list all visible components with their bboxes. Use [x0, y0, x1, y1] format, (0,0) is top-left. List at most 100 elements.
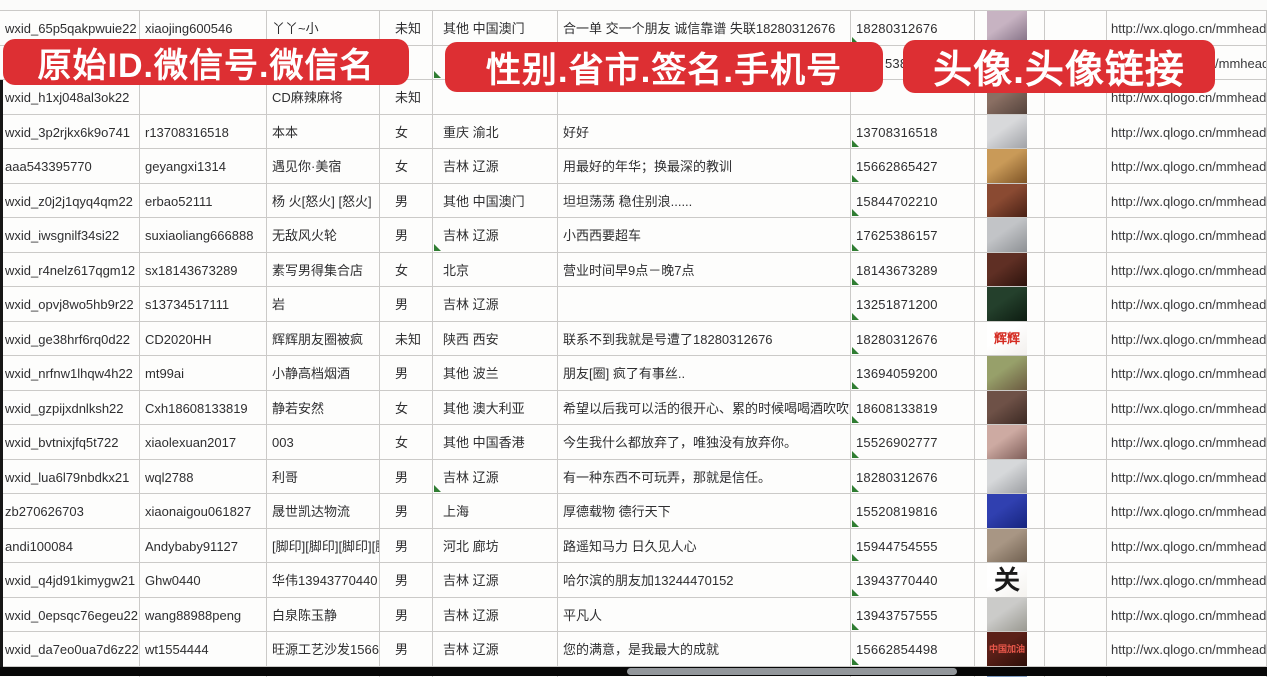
cell-link[interactable]: http://wx.qlogo.cn/mmhead	[1107, 528, 1267, 562]
cell-avatar[interactable]	[975, 597, 1045, 631]
cell-spacer[interactable]	[1045, 252, 1107, 286]
cell-region[interactable]: 其他 中国香港	[433, 425, 558, 459]
cell-gender[interactable]: 女	[380, 390, 433, 424]
cell-avatar[interactable]: 辉辉	[975, 321, 1045, 355]
cell-wxid[interactable]: wxid_nrfnw1lhqw4h22	[0, 356, 140, 390]
cell-signature[interactable]: 您的满意，是我最大的成就	[558, 632, 851, 666]
cell-wechat_id[interactable]: suxiaoliang666888	[140, 218, 267, 252]
cell-wxid[interactable]: wxid_3p2rjkx6k9o741	[0, 114, 140, 148]
cell-gender[interactable]: 女	[380, 252, 433, 286]
avatar-image[interactable]: 关	[987, 563, 1027, 597]
cell-gender[interactable]: 男	[380, 287, 433, 321]
cell-avatar[interactable]	[975, 149, 1045, 183]
cell-wechat_id[interactable]: xiaojing600546	[140, 11, 267, 45]
cell-wechat_name[interactable]: CD麻辣麻将	[267, 80, 380, 114]
cell-gender[interactable]: 男	[380, 218, 433, 252]
cell-gender[interactable]: 男	[380, 459, 433, 493]
cell-gender[interactable]: 女	[380, 114, 433, 148]
cell-phone[interactable]: 13708316518	[851, 114, 975, 148]
cell-wechat_name[interactable]: 杨 火[怒火] [怒火]	[267, 183, 380, 217]
cell-link[interactable]: http://wx.qlogo.cn/mmhead	[1107, 218, 1267, 252]
cell-wechat_name[interactable]: [脚印][脚印][脚印][脚印	[267, 528, 380, 562]
cell-region[interactable]: 吉林 辽源	[433, 149, 558, 183]
cell-region[interactable]: 吉林 辽源	[433, 632, 558, 666]
cell-signature[interactable]: 厚德载物 德行天下	[558, 494, 851, 528]
cell-wxid[interactable]: wxid_bvtnixjfq5t722	[0, 425, 140, 459]
cell-wechat_id[interactable]: wang88988peng	[140, 597, 267, 631]
cell-wechat_name[interactable]: 本本	[267, 114, 380, 148]
cell-region[interactable]: 其他 中国澳门	[433, 11, 558, 45]
cell-wechat_name[interactable]: 丫丫~小	[267, 11, 380, 45]
avatar-image[interactable]	[987, 287, 1027, 321]
cell-signature[interactable]: 平凡人	[558, 597, 851, 631]
cell-link[interactable]: http://wx.qlogo.cn/mmhead	[1107, 149, 1267, 183]
cell-wechat_id[interactable]: xiaonaigou061827	[140, 494, 267, 528]
cell-signature[interactable]: 路遥知马力 日久见人心	[558, 528, 851, 562]
cell-avatar[interactable]	[975, 183, 1045, 217]
cell-gender[interactable]: 男	[380, 183, 433, 217]
cell-spacer[interactable]	[1045, 459, 1107, 493]
cell-wechat_name[interactable]: 静若安然	[267, 390, 380, 424]
cell-region[interactable]: 吉林 辽源	[433, 218, 558, 252]
cell-region[interactable]: 陕西 西安	[433, 321, 558, 355]
cell-avatar[interactable]	[975, 218, 1045, 252]
cell-spacer[interactable]	[1045, 149, 1107, 183]
avatar-image[interactable]	[987, 528, 1027, 562]
cell-wxid[interactable]: wxid_iwsgnilf34si22	[0, 218, 140, 252]
cell-gender[interactable]: 男	[380, 528, 433, 562]
cell-spacer[interactable]	[1045, 287, 1107, 321]
cell-gender[interactable]: 男	[380, 563, 433, 597]
cell-spacer[interactable]	[1045, 597, 1107, 631]
cell-wechat_name[interactable]: 无敌风火轮	[267, 218, 380, 252]
avatar-image[interactable]	[987, 390, 1027, 424]
cell-link[interactable]: http://wx.qlogo.cn/mmhead	[1107, 183, 1267, 217]
cell-region[interactable]: 其他 波兰	[433, 356, 558, 390]
cell-signature[interactable]: 哈尔滨的朋友加13244470152	[558, 563, 851, 597]
cell-link[interactable]: http://wx.qlogo.cn/mmhead	[1107, 494, 1267, 528]
cell-spacer[interactable]	[1045, 356, 1107, 390]
cell-wxid[interactable]: wxid_z0j2j1qyq4qm22	[0, 183, 140, 217]
cell-link[interactable]: http://wx.qlogo.cn/mmhead	[1107, 356, 1267, 390]
cell-wechat_name[interactable]: 素写男得集合店	[267, 252, 380, 286]
avatar-image[interactable]: 辉辉	[987, 321, 1027, 355]
cell-signature[interactable]: 用最好的年华；换最深的教训	[558, 149, 851, 183]
cell-phone[interactable]: 15662865427	[851, 149, 975, 183]
cell-link[interactable]: http://wx.qlogo.cn/mmhead	[1107, 425, 1267, 459]
cell-gender[interactable]: 男	[380, 632, 433, 666]
cell-wechat_name[interactable]: 华伟13943770440	[267, 563, 380, 597]
cell-spacer[interactable]	[1045, 321, 1107, 355]
cell-avatar[interactable]	[975, 390, 1045, 424]
cell-wechat_name[interactable]: 白泉陈玉静	[267, 597, 380, 631]
cell-wxid[interactable]: wxid_opvj8wo5hb9r22	[0, 287, 140, 321]
cell-avatar[interactable]	[975, 528, 1045, 562]
cell-wechat_id[interactable]: Andybaby91127	[140, 528, 267, 562]
cell-avatar[interactable]: 中国加油	[975, 632, 1045, 666]
cell-signature[interactable]: 营业时间早9点－晚7点	[558, 252, 851, 286]
cell-spacer[interactable]	[1045, 183, 1107, 217]
cell-avatar[interactable]	[975, 494, 1045, 528]
cell-phone[interactable]: 13694059200	[851, 356, 975, 390]
cell-wechat_name[interactable]: 岩	[267, 287, 380, 321]
cell-wxid[interactable]: aaa543395770	[0, 149, 140, 183]
cell-wechat_name[interactable]: 小静高档烟酒	[267, 356, 380, 390]
avatar-image[interactable]	[987, 494, 1027, 528]
cell-region[interactable]: 北京	[433, 252, 558, 286]
cell-wechat_id[interactable]: xiaolexuan2017	[140, 425, 267, 459]
cell-wechat_id[interactable]: sx18143673289	[140, 252, 267, 286]
avatar-image[interactable]	[987, 356, 1027, 390]
cell-gender[interactable]: 未知	[380, 11, 433, 45]
cell-gender[interactable]: 男	[380, 356, 433, 390]
cell-gender[interactable]	[380, 45, 433, 79]
cell-signature[interactable]: 合一单 交一个朋友 诚信靠谱 失联18280312676	[558, 11, 851, 45]
horizontal-scrollbar-thumb[interactable]	[627, 668, 957, 675]
cell-phone[interactable]: 18143673289	[851, 252, 975, 286]
cell-gender[interactable]: 男	[380, 494, 433, 528]
cell-wechat_name[interactable]: 晟世凯达物流	[267, 494, 380, 528]
cell-region[interactable]	[433, 80, 558, 114]
cell-wxid[interactable]: andi100084	[0, 528, 140, 562]
cell-spacer[interactable]	[1045, 80, 1107, 114]
cell-wxid[interactable]: wxid_da7eo0ua7d6z22	[0, 632, 140, 666]
cell-signature[interactable]: 好好	[558, 114, 851, 148]
cell-spacer[interactable]	[1045, 390, 1107, 424]
cell-wechat_name[interactable]: 旺源工艺沙发15662854	[267, 632, 380, 666]
